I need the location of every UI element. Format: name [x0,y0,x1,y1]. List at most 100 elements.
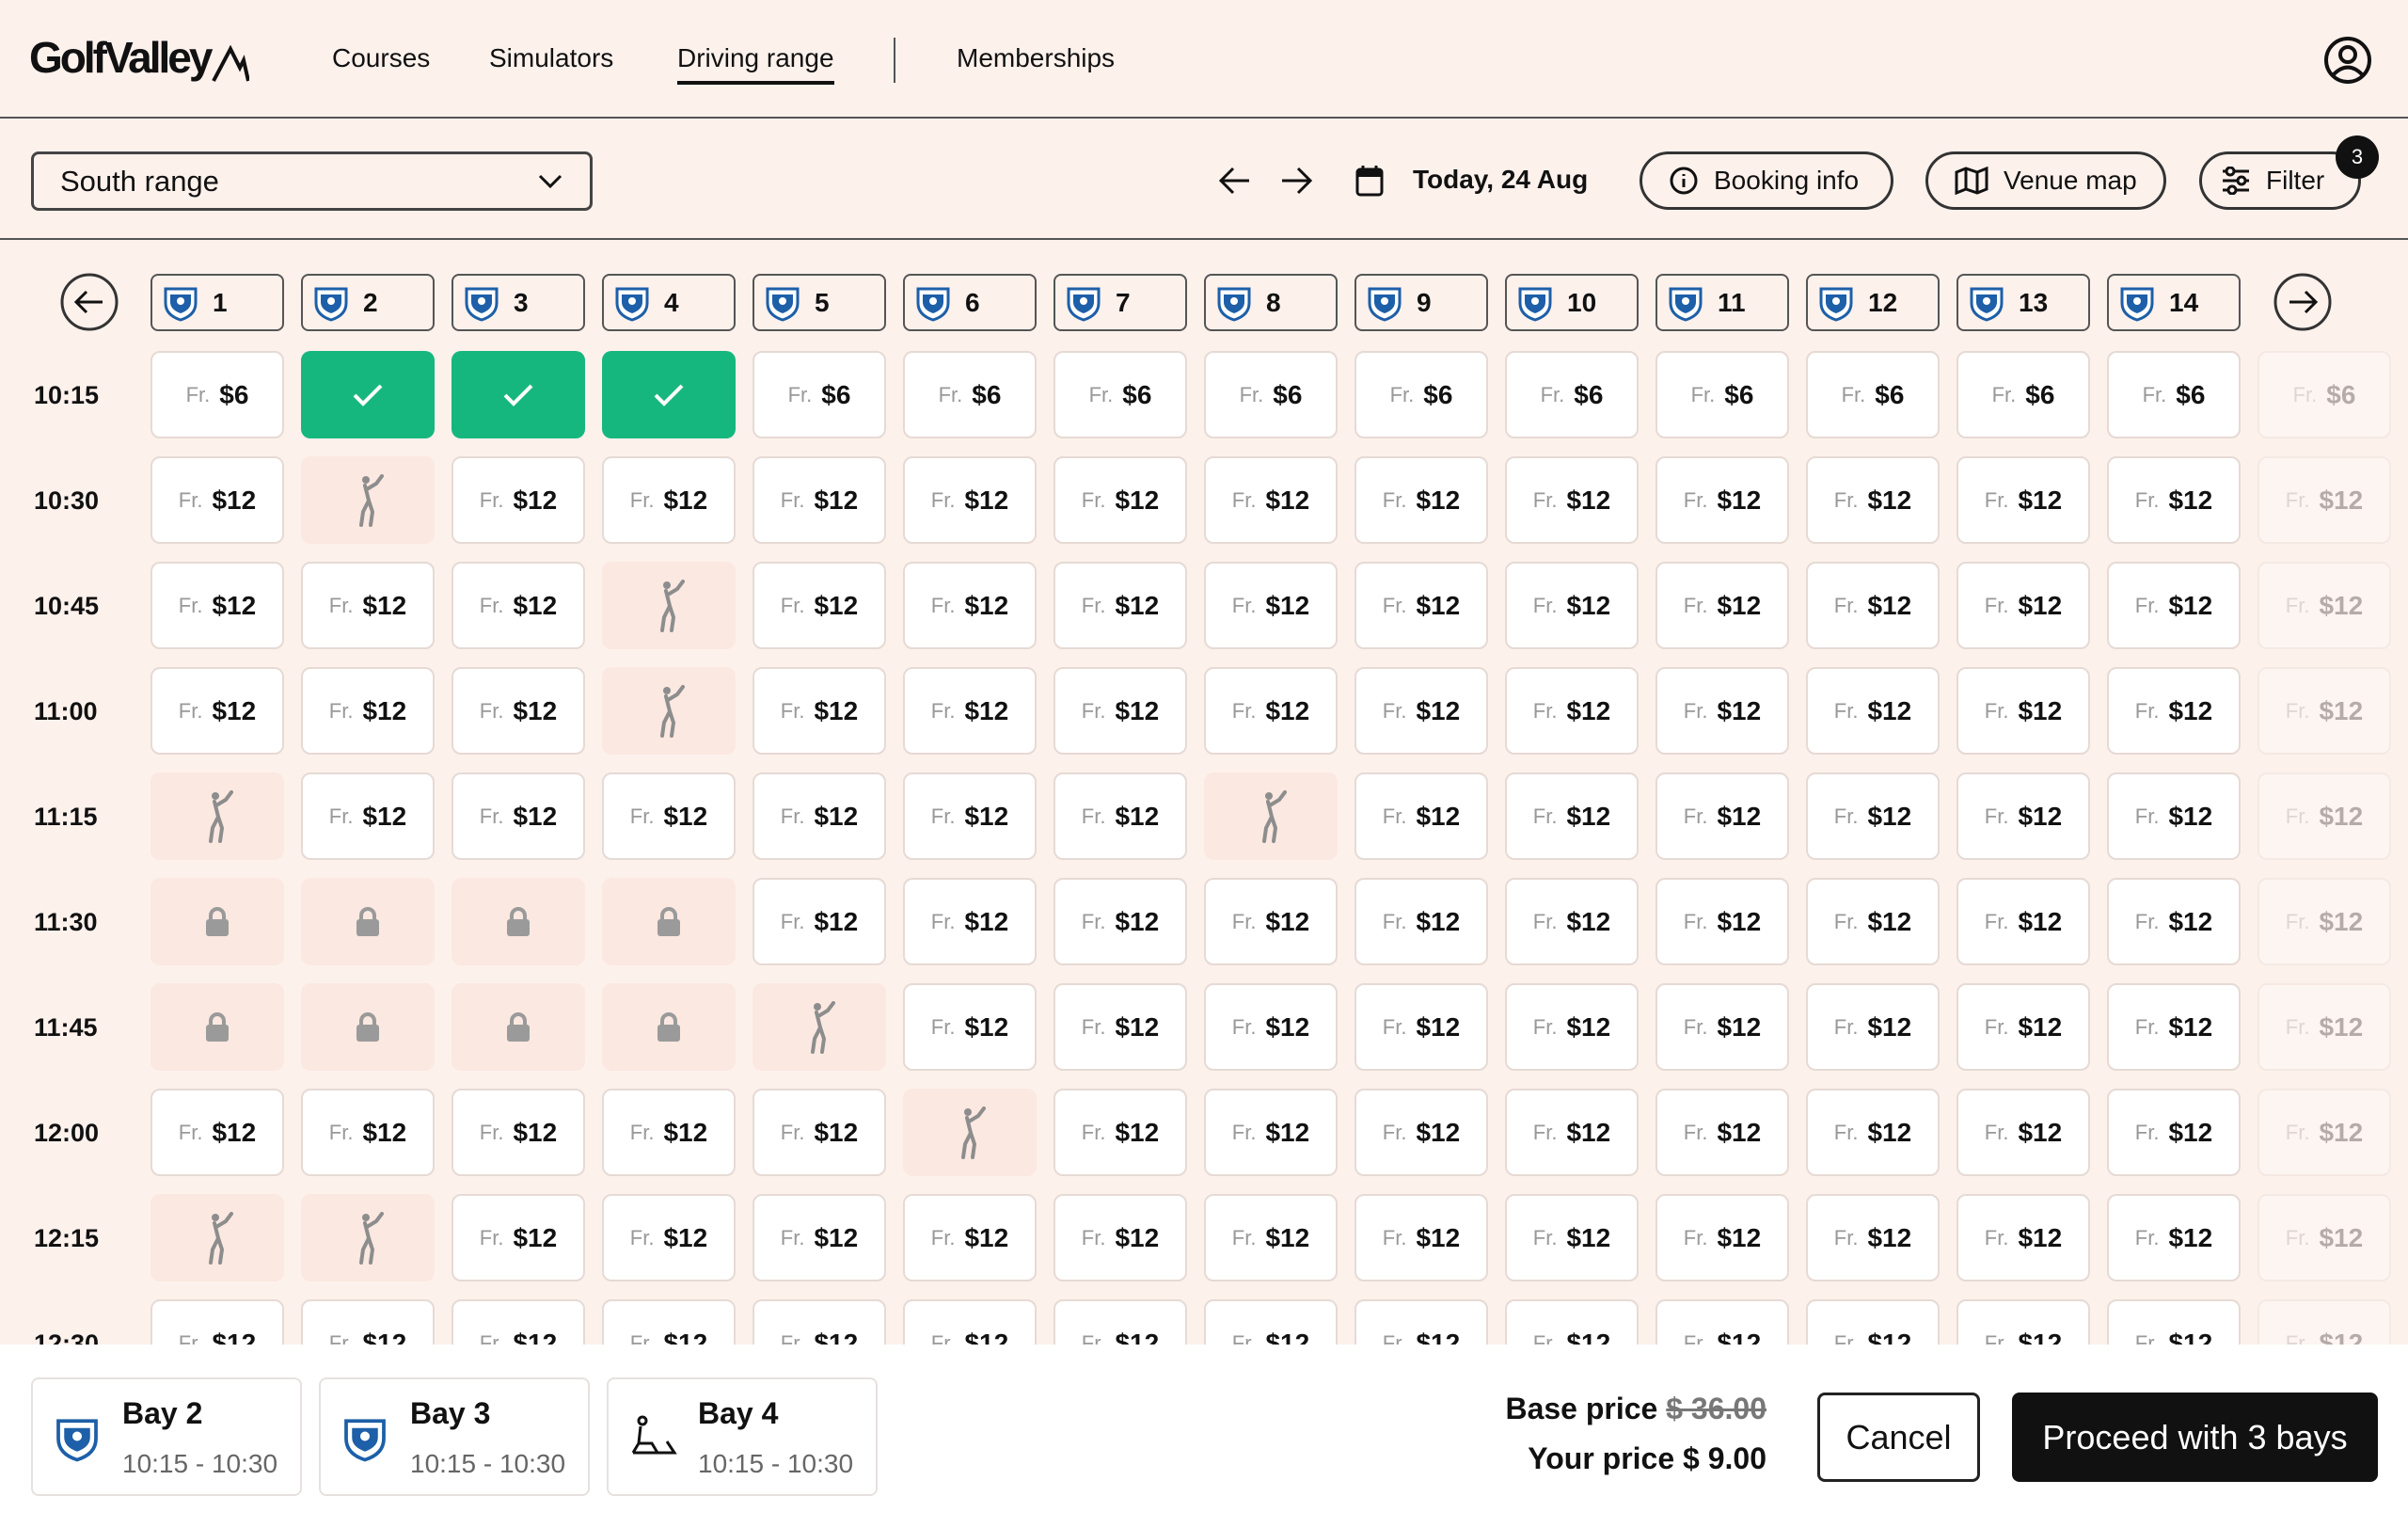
slot[interactable]: Fr. $12 [2107,667,2241,755]
slot[interactable]: Fr. $12 [452,1299,585,1345]
slot[interactable]: Fr. $12 [752,456,886,544]
slot[interactable]: Fr. $12 [602,1194,736,1281]
slot[interactable]: Fr. $12 [1054,1089,1187,1176]
slot[interactable]: Fr. $12 [2258,1194,2391,1281]
slot[interactable]: Fr. $12 [2107,772,2241,860]
slot[interactable]: Fr. $12 [1054,1299,1187,1345]
slot[interactable]: Fr. $12 [2258,456,2391,544]
profile-icon[interactable] [2323,36,2372,85]
logo[interactable]: GolfValley [29,32,250,83]
nav-link[interactable]: Simulators [489,43,614,72]
slot[interactable]: Fr. $12 [2258,983,2391,1071]
slot[interactable]: Fr. $6 [2107,351,2241,438]
slot[interactable]: Fr. $12 [1054,878,1187,965]
slot[interactable]: Fr. $12 [602,1089,736,1176]
slot[interactable]: Fr. $12 [1354,562,1488,649]
slot[interactable]: Fr. $12 [1956,1194,2090,1281]
slot[interactable]: Fr. $12 [1806,983,1940,1071]
bay-header[interactable]: 9 [1354,274,1488,331]
slot[interactable]: Fr. $12 [1354,1089,1488,1176]
slot[interactable]: Fr. $12 [301,772,435,860]
slot[interactable]: Fr. $12 [1204,456,1338,544]
slot[interactable]: Fr. $12 [1054,456,1187,544]
slot[interactable]: Fr. $12 [1806,1089,1940,1176]
slot[interactable]: Fr. $12 [2107,456,2241,544]
slot[interactable]: Fr. $12 [1204,1299,1338,1345]
slot[interactable]: Fr. $12 [1204,1089,1338,1176]
slot[interactable]: Fr. $12 [301,562,435,649]
slot[interactable]: Fr. $6 [1204,351,1338,438]
slot[interactable]: Fr. $12 [2258,772,2391,860]
slot[interactable]: Fr. $12 [752,1194,886,1281]
slot[interactable]: Fr. $12 [1204,562,1338,649]
slot[interactable]: Fr. $12 [2107,1299,2241,1345]
slot[interactable]: Fr. $12 [1505,456,1639,544]
slot[interactable]: Fr. $6 [1806,351,1940,438]
slot[interactable]: Fr. $12 [452,1089,585,1176]
date-label[interactable]: Today, 24 Aug [1413,165,1589,194]
scroll-right[interactable] [2273,272,2333,332]
slot[interactable]: Fr. $12 [1806,772,1940,860]
slot[interactable]: Fr. $12 [1956,878,2090,965]
slot[interactable]: Fr. $12 [2107,983,2241,1071]
slot[interactable]: Fr. $12 [1956,1299,2090,1345]
slot[interactable]: Fr. $12 [903,562,1037,649]
slot[interactable]: Fr. $12 [1806,667,1940,755]
slot[interactable]: Fr. $12 [903,983,1037,1071]
slot[interactable]: Fr. $12 [1806,456,1940,544]
bay-header[interactable]: 14 [2107,274,2241,331]
nav-link[interactable]: Courses [332,43,431,72]
slot[interactable]: Fr. $12 [150,1299,284,1345]
slot[interactable]: Fr. $12 [1806,878,1940,965]
bay-header[interactable]: 8 [1204,274,1338,331]
scroll-left[interactable] [59,272,119,332]
slot[interactable]: Fr. $12 [1656,1299,1789,1345]
slot[interactable]: Fr. $12 [301,1299,435,1345]
slot[interactable]: Fr. $12 [752,562,886,649]
bay-header[interactable]: 4 [602,274,736,331]
slot-selected[interactable] [301,351,435,438]
slot[interactable]: Fr. $12 [2107,1194,2241,1281]
slot[interactable]: Fr. $12 [1956,562,2090,649]
slot[interactable]: Fr. $12 [1806,1299,1940,1345]
slot[interactable]: Fr. $12 [452,562,585,649]
booking-info-button[interactable]: Booking info [1640,151,1893,210]
slot[interactable]: Fr. $12 [1656,1089,1789,1176]
slot[interactable]: Fr. $12 [1505,878,1639,965]
filter-button[interactable]: Filter [2199,151,2361,210]
slot[interactable]: Fr. $12 [1354,1299,1488,1345]
next-day[interactable] [1279,166,1313,196]
slot[interactable]: Fr. $12 [301,667,435,755]
slot[interactable]: Fr. $12 [1656,456,1789,544]
slot[interactable]: Fr. $12 [2258,667,2391,755]
slot[interactable]: Fr. $6 [150,351,284,438]
slot[interactable]: Fr. $12 [150,667,284,755]
slot[interactable]: Fr. $12 [1956,667,2090,755]
slot[interactable]: Fr. $12 [2107,878,2241,965]
slot[interactable]: Fr. $12 [903,878,1037,965]
slot[interactable]: Fr. $12 [1054,983,1187,1071]
slot[interactable]: Fr. $12 [2258,562,2391,649]
proceed-button[interactable]: Proceed with 3 bays [2012,1393,2378,1482]
slot[interactable]: Fr. $12 [1505,562,1639,649]
bay-header[interactable]: 5 [752,274,886,331]
slot[interactable]: Fr. $12 [2258,878,2391,965]
slot[interactable]: Fr. $12 [2107,1089,2241,1176]
slot[interactable]: Fr. $12 [301,1089,435,1176]
selection-card[interactable]: Bay 3 10:15 - 10:30 [319,1377,590,1496]
slot[interactable]: Fr. $6 [1956,351,2090,438]
slot[interactable]: Fr. $12 [903,1299,1037,1345]
slot-selected[interactable] [452,351,585,438]
slot[interactable]: Fr. $12 [1054,772,1187,860]
selection-card[interactable]: Bay 2 10:15 - 10:30 [31,1377,302,1496]
bay-header[interactable]: 13 [1956,274,2090,331]
slot[interactable]: Fr. $6 [1505,351,1639,438]
slot[interactable]: Fr. $12 [1505,667,1639,755]
slot[interactable]: Fr. $12 [1956,1089,2090,1176]
slot[interactable]: Fr. $12 [602,772,736,860]
slot[interactable]: Fr. $12 [903,667,1037,755]
slot[interactable]: Fr. $12 [752,667,886,755]
slot[interactable]: Fr. $12 [602,456,736,544]
nav-link[interactable]: Memberships [957,43,1116,72]
slot[interactable]: Fr. $12 [1656,562,1789,649]
